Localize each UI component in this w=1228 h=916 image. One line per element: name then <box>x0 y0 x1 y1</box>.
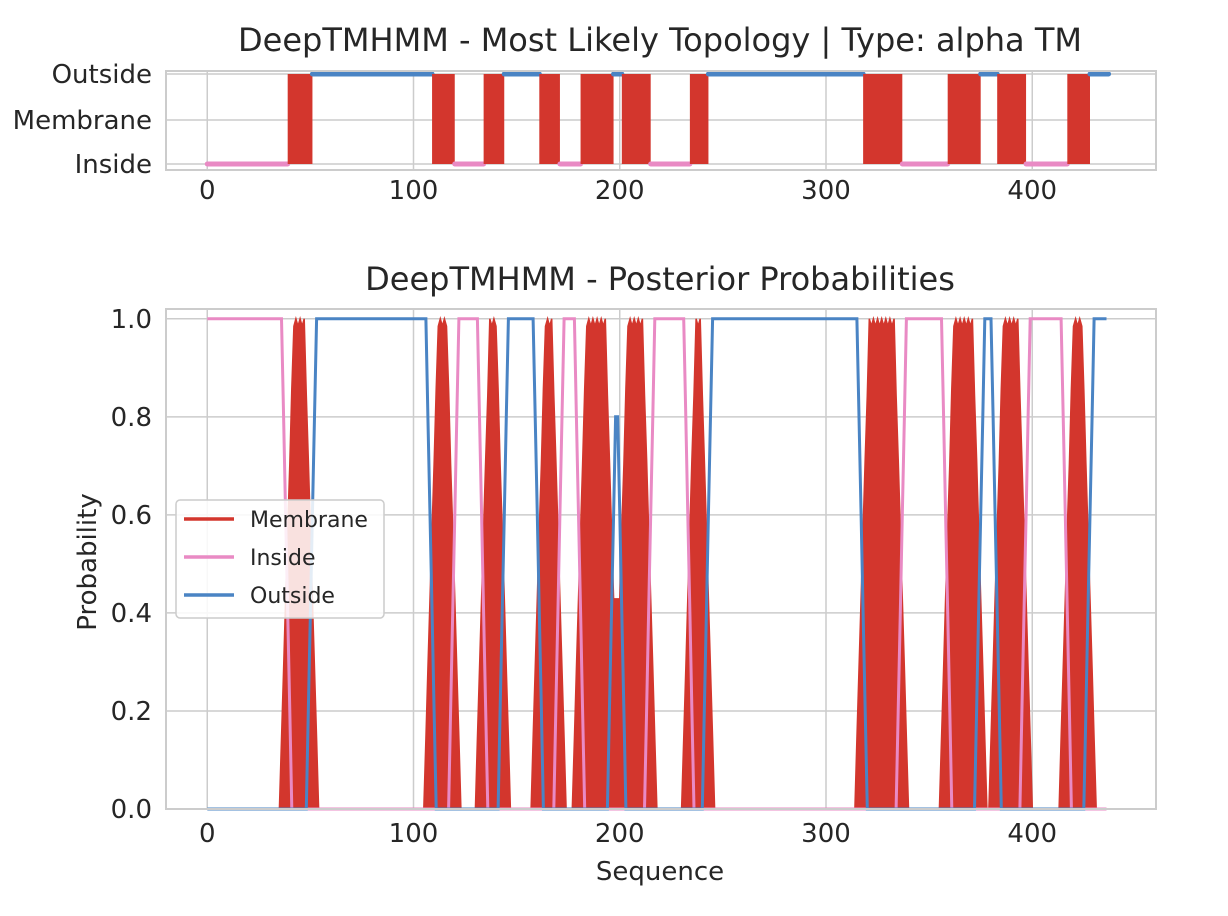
topology-segment-membrane <box>580 74 614 164</box>
posterior-y-tick-label: 0.2 <box>111 697 152 727</box>
topology-y-tick-label: Outside <box>52 60 152 90</box>
topology-x-tick-label: 400 <box>1007 176 1057 206</box>
topology-segment-membrane <box>1067 74 1090 164</box>
posterior-x-tick-label: 0 <box>199 819 216 849</box>
topology-segment-membrane <box>689 74 709 164</box>
posterior-chart: DeepTMHMM - Posterior Probabilities 0.0 0… <box>73 260 1157 887</box>
posterior-plot-frame <box>165 308 1157 810</box>
topology-x-tick-label: 200 <box>595 176 645 206</box>
topology-chart: DeepTMHMM - Most Likely Topology | Type:… <box>13 21 1157 206</box>
posterior-y-tick-label: 0.6 <box>111 501 152 531</box>
topology-segment-membrane <box>539 74 560 164</box>
topology-segment-membrane <box>947 74 981 164</box>
topology-x-tick-label: 300 <box>801 176 851 206</box>
posterior-title: DeepTMHMM - Posterior Probabilities <box>365 260 955 298</box>
topology-segment-membrane <box>483 74 505 164</box>
topology-y-tick-label: Inside <box>75 150 152 180</box>
topology-y-tick-label: Membrane <box>13 106 152 136</box>
x-axis-label: Sequence <box>596 857 724 887</box>
legend-membrane-label: Membrane <box>250 508 368 533</box>
topology-segment-membrane <box>997 74 1027 164</box>
posterior-y-tick-label: 0.4 <box>111 599 152 629</box>
legend-box <box>175 499 385 619</box>
topology-x-tick-label: 0 <box>199 176 216 206</box>
posterior-y-tick-label: 0.0 <box>111 795 152 825</box>
y-axis-label: Probability <box>73 493 103 630</box>
posterior-x-tick-label: 100 <box>389 819 439 849</box>
posterior-x-tick-label: 400 <box>1007 819 1057 849</box>
topology-plot-frame <box>165 70 1157 171</box>
posterior-y-tick-label: 0.8 <box>111 403 152 433</box>
topology-title: DeepTMHMM - Most Likely Topology | Type:… <box>238 21 1082 59</box>
legend-outside-label: Outside <box>250 584 335 609</box>
posterior-x-tick-label: 300 <box>801 819 851 849</box>
posterior-y-tick-label: 1.0 <box>111 305 152 335</box>
legend-inside-label: Inside <box>250 546 316 571</box>
topology-segment-membrane <box>863 74 903 164</box>
topology-x-tick-label: 100 <box>389 176 439 206</box>
topology-segment-membrane <box>287 74 313 164</box>
legend: Membrane Inside Outside <box>175 499 385 619</box>
topology-segment-membrane <box>432 74 455 164</box>
posterior-x-tick-label: 200 <box>595 819 645 849</box>
topology-segment-membrane <box>621 74 651 164</box>
